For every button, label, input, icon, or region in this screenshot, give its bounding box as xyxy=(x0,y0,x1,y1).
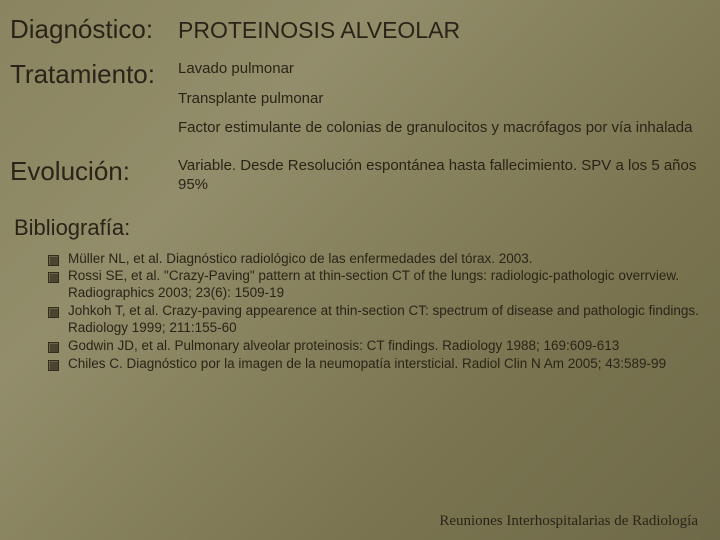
evolucion-content: Variable. Desde Resolución espontánea ha… xyxy=(178,156,700,205)
tratamiento-label: Tratamiento: xyxy=(10,59,178,148)
diagnostico-value: PROTEINOSIS ALVEOLAR xyxy=(178,14,460,45)
bibliografia-item: Godwin JD, et al. Pulmonary alveolar pro… xyxy=(48,338,700,355)
tratamiento-item: Lavado pulmonar xyxy=(178,59,700,79)
bibliografia-item: Chiles C. Diagnóstico por la imagen de l… xyxy=(48,356,700,373)
evolucion-text: Variable. Desde Resolución espontánea ha… xyxy=(178,156,700,195)
footer-text: Reuniones Interhospitalarias de Radiolog… xyxy=(439,513,698,530)
bibliografia-label: Bibliografía: xyxy=(14,215,700,241)
evolucion-row: Evolución: Variable. Desde Resolución es… xyxy=(10,156,700,205)
slide-content: Diagnóstico: PROTEINOSIS ALVEOLAR Tratam… xyxy=(0,0,720,384)
tratamiento-row: Tratamiento: Lavado pulmonar Transplante… xyxy=(10,59,700,148)
bibliografia-item: Rossi SE, et al. "Crazy-Paving" pattern … xyxy=(48,268,700,302)
tratamiento-content: Lavado pulmonar Transplante pulmonar Fac… xyxy=(178,59,700,148)
diagnostico-row: Diagnóstico: PROTEINOSIS ALVEOLAR xyxy=(10,14,700,45)
bibliografia-item: Müller NL, et al. Diagnóstico radiológic… xyxy=(48,251,700,268)
evolucion-label: Evolución: xyxy=(10,156,178,205)
bibliografia-list: Müller NL, et al. Diagnóstico radiológic… xyxy=(10,251,700,373)
tratamiento-item: Transplante pulmonar xyxy=(178,89,700,109)
tratamiento-item: Factor estimulante de colonias de granul… xyxy=(178,118,700,138)
bibliografia-item: Johkoh T, et al. Crazy-paving appearence… xyxy=(48,303,700,337)
diagnostico-label: Diagnóstico: xyxy=(10,14,178,45)
